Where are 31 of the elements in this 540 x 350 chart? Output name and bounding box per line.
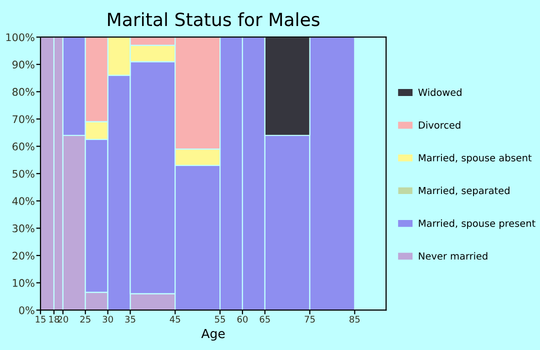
x-tick-label: 85 [350, 316, 360, 323]
x-tick-label: 75 [304, 316, 315, 323]
y-tick-label: 100% [6, 33, 34, 42]
x-tick-label: 35 [125, 316, 136, 323]
legend-label: Married, spouse present [418, 219, 536, 229]
y-tick-label: 40% [12, 197, 34, 206]
legend-label: Widowed [418, 88, 462, 96]
y-tick-label: 10% [12, 279, 34, 287]
y-tick-label: 80% [12, 88, 34, 96]
x-tick-label: 15 [36, 316, 46, 323]
y-tick-label: 90% [12, 60, 34, 69]
x-tick-label: 18 [49, 316, 60, 323]
x-tick-label: 55 [214, 316, 225, 323]
x-tick-label: 60 [237, 316, 248, 323]
legend-label: Married, separated [418, 186, 510, 196]
legend-label: Divorced [418, 121, 460, 129]
y-tick-label: 70% [12, 115, 34, 124]
y-tick-label: 20% [12, 252, 34, 260]
x-tick-label: 25 [80, 316, 90, 323]
x-tick-label: 65 [260, 316, 270, 323]
y-tick-label: 0% [19, 306, 34, 314]
chart-title: Marital Status for Males [108, 12, 320, 26]
x-tick-label: 45 [170, 316, 180, 323]
y-tick-label: 60% [12, 142, 34, 150]
legend-label: Never married [418, 252, 488, 260]
legend-label: Married, spouse absent [418, 154, 532, 164]
x-tick-label: 30 [102, 316, 113, 323]
x-axis-title: Age [201, 328, 225, 341]
y-tick-label: 30% [12, 224, 34, 232]
x-tick-label: 20 [58, 316, 68, 323]
y-tick-label: 50% [12, 170, 34, 178]
